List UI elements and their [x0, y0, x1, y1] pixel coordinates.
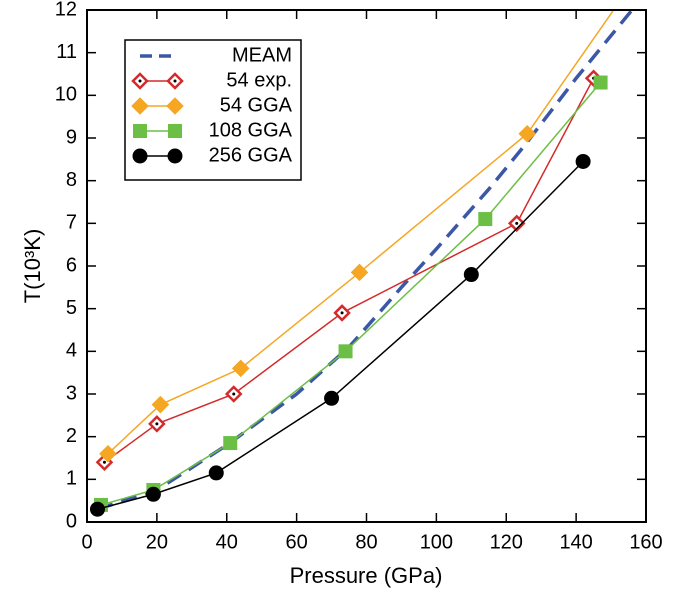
- marker: [223, 436, 238, 451]
- y-tick-label: 10: [55, 84, 77, 106]
- y-tick-label: 6: [66, 254, 77, 276]
- marker: [350, 263, 369, 282]
- y-tick-label: 3: [66, 382, 77, 404]
- marker: [593, 75, 608, 90]
- series-line: [97, 160, 584, 510]
- marker: [338, 344, 353, 359]
- y-tick-label: 5: [66, 297, 77, 319]
- marker: [151, 395, 170, 414]
- marker-dot: [173, 79, 177, 83]
- marker-dot: [138, 79, 142, 83]
- legend-label: 54 GGA: [220, 94, 293, 116]
- marker: [324, 390, 340, 406]
- y-tick-label: 0: [66, 510, 77, 532]
- marker-dot: [340, 311, 344, 315]
- series-line: [96, 10, 634, 511]
- x-tick-label: 140: [559, 531, 592, 553]
- x-tick-label: 160: [629, 531, 662, 553]
- marker: [463, 267, 479, 283]
- y-axis-title: T(10³K): [20, 229, 45, 304]
- legend-label: 256 GGA: [209, 144, 293, 166]
- marker: [575, 153, 591, 169]
- y-tick-label: 1: [66, 468, 77, 490]
- y-tick-label: 11: [56, 41, 77, 63]
- marker: [208, 465, 224, 481]
- y-tick-label: 8: [66, 169, 77, 191]
- x-tick-label: 100: [420, 531, 453, 553]
- x-axis-title: Pressure (GPa): [290, 563, 443, 588]
- legend-label: 54 exp.: [226, 69, 292, 91]
- marker: [89, 501, 105, 517]
- x-tick-label: 120: [490, 531, 523, 553]
- marker: [166, 97, 184, 115]
- marker: [99, 444, 117, 463]
- marker: [478, 212, 493, 227]
- marker: [132, 148, 148, 164]
- marker: [231, 359, 250, 378]
- y-tick-label: 2: [66, 425, 77, 447]
- marker: [167, 148, 183, 164]
- plot-area: [89, 10, 634, 517]
- x-tick-label: 60: [286, 531, 308, 553]
- marker-dot: [232, 392, 236, 396]
- x-tick-label: 20: [146, 531, 168, 553]
- legend-label: 108 GGA: [209, 119, 293, 141]
- marker: [131, 97, 149, 115]
- x-tick-label: 40: [216, 531, 238, 553]
- x-tick-label: 80: [355, 531, 377, 553]
- legend-label: MEAM: [232, 44, 292, 66]
- series-line: [107, 10, 615, 455]
- marker-dot: [155, 422, 159, 426]
- marker: [168, 124, 182, 138]
- y-tick-label: 4: [66, 340, 77, 362]
- x-tick-label: 0: [81, 531, 92, 553]
- y-tick-label: 12: [55, 0, 77, 20]
- marker: [145, 486, 161, 502]
- marker: [518, 124, 536, 143]
- marker-dot: [102, 460, 106, 464]
- series-line: [100, 82, 602, 506]
- y-tick-label: 7: [66, 212, 77, 234]
- marker-dot: [515, 221, 519, 225]
- marker: [133, 124, 147, 138]
- y-tick-label: 9: [66, 126, 77, 148]
- series-line: [104, 77, 595, 463]
